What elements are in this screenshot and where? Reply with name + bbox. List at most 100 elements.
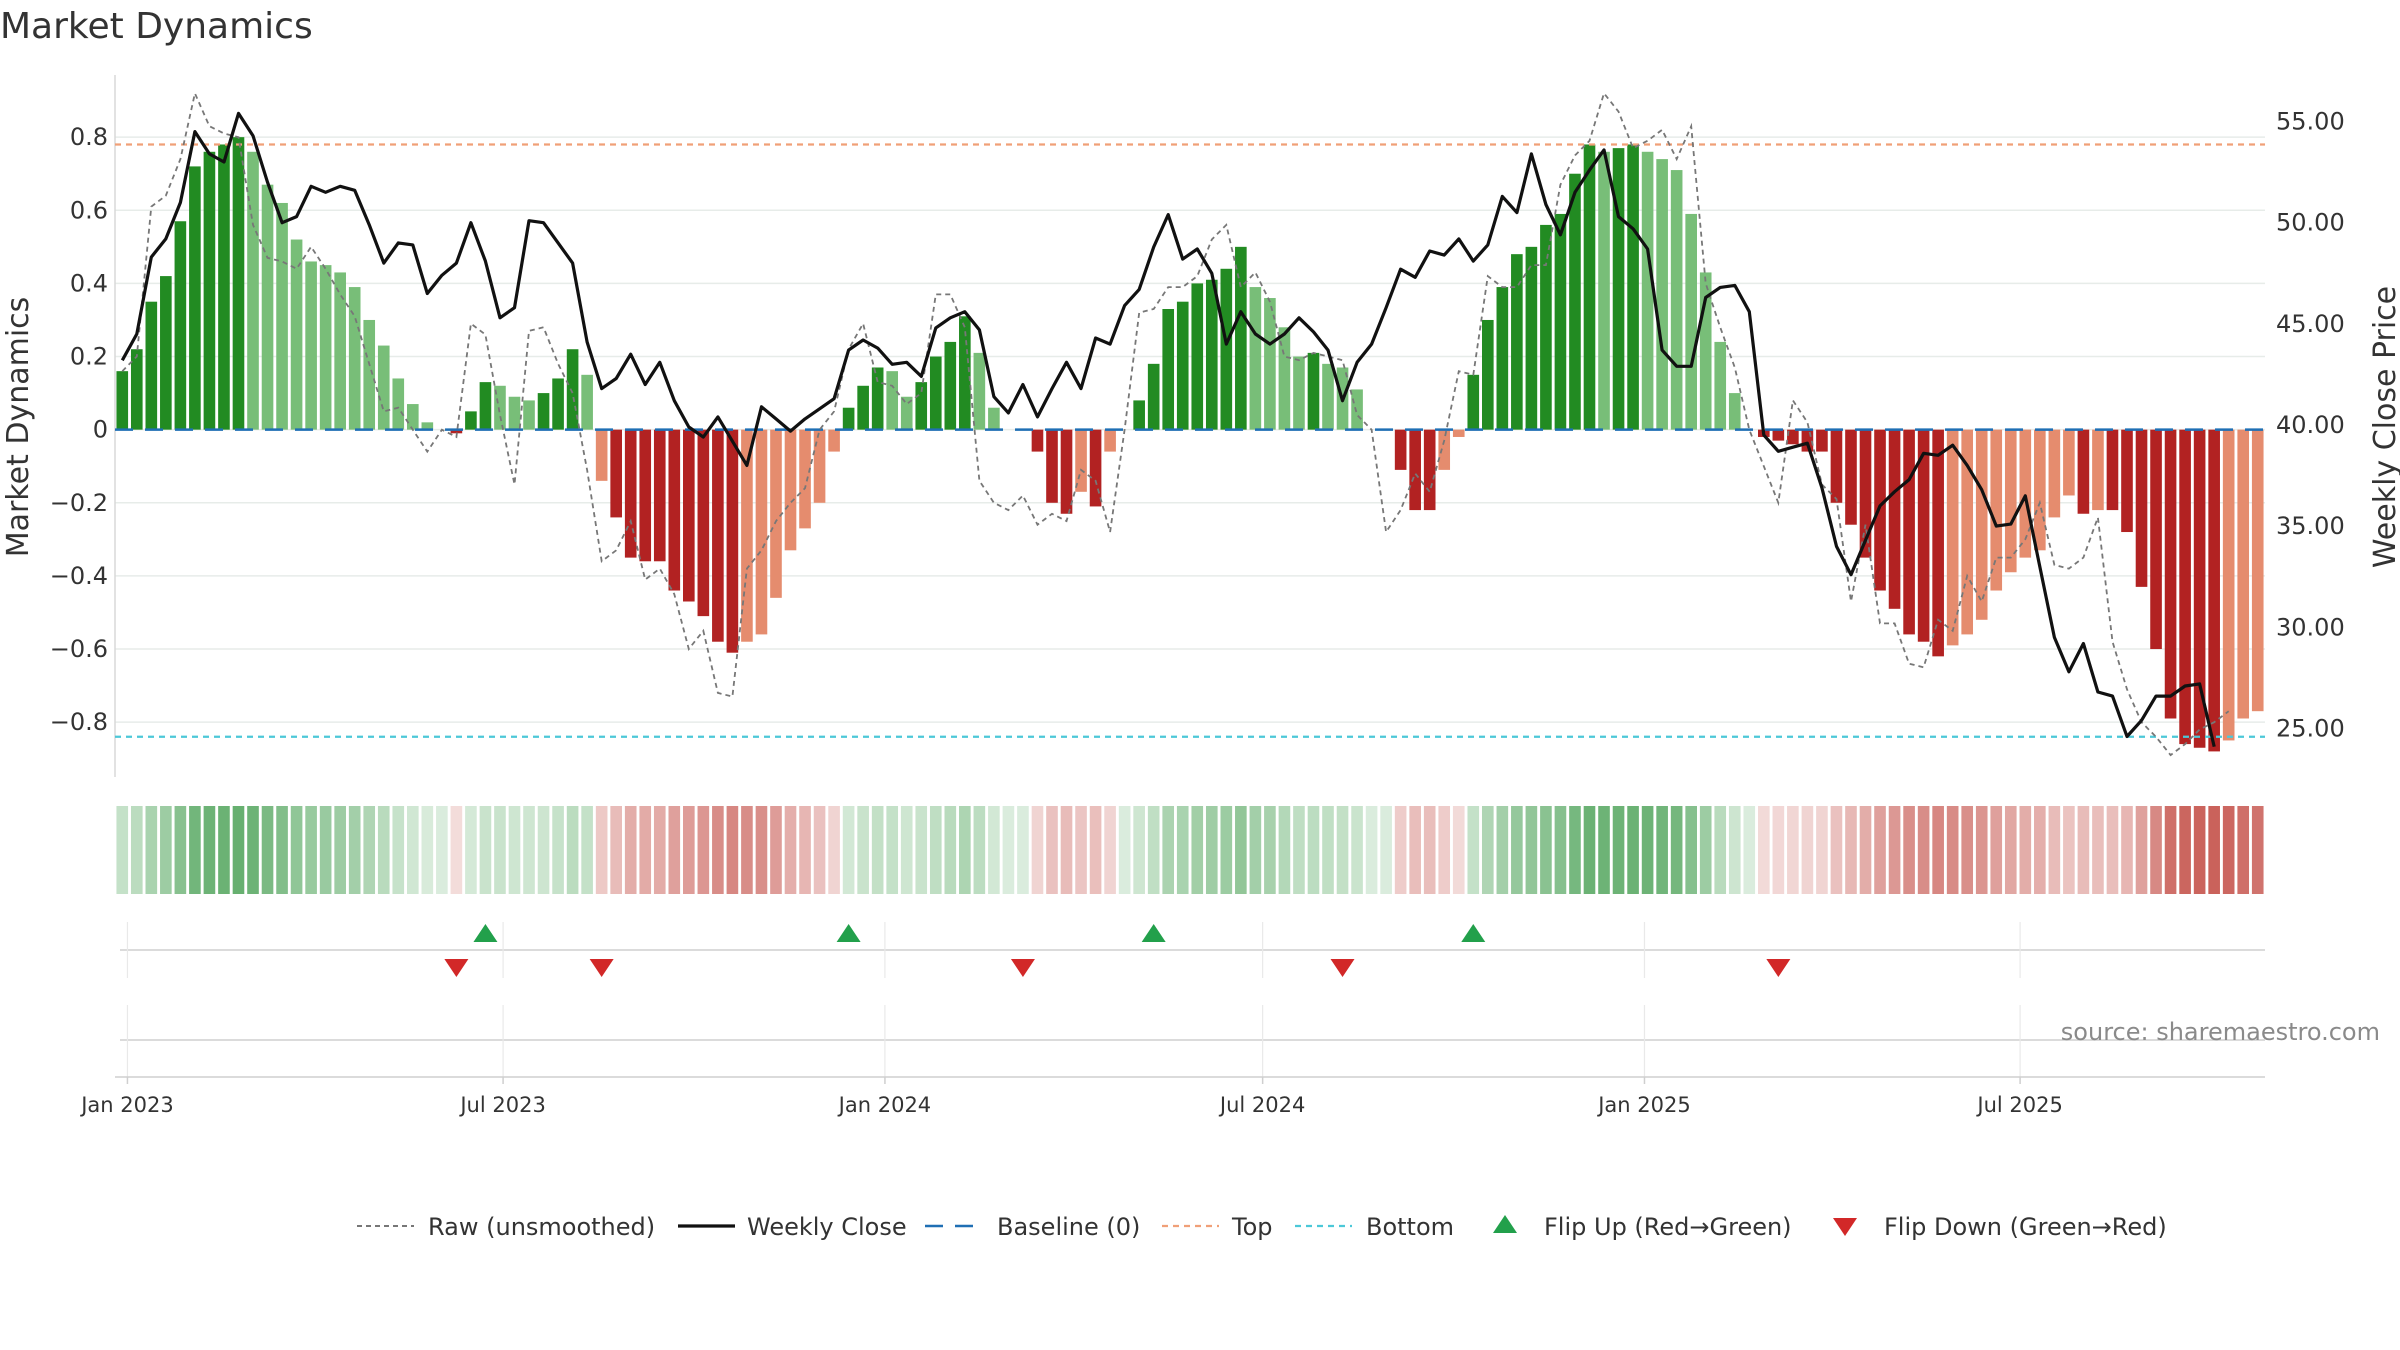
flip-down-marker [589,959,614,977]
dynamics-bar [1075,429,1087,492]
dynamics-bar [1569,173,1581,430]
heat-strip-cell [552,806,564,894]
heat-strip-cell [683,806,695,894]
x-tick-label: Jul 2025 [1975,1093,2062,1117]
dynamics-bar [247,151,259,430]
heat-strip-cell [1583,806,1596,894]
dynamics-bar [2034,429,2046,551]
legend-item-flip-up: Flip Up (Red→Green) [1493,1213,1792,1241]
heat-strip-cell [566,806,579,894]
dynamics-bar [305,261,317,430]
heat-strip-cell [2193,806,2206,894]
heat-strip-cell [1220,806,1233,894]
dynamics-bar [508,396,521,430]
dynamics-bar [537,393,550,430]
heat-strip-cell [1845,806,1857,894]
dynamics-bar [1598,151,1610,430]
dynamics-bar [1554,213,1567,430]
legend-label: Raw (unsmoothed) [428,1213,655,1241]
right-tick-label: 55.00 [2276,108,2345,136]
dynamics-bar [276,202,288,430]
heat-strip-cell [1699,806,1712,894]
dynamics-bar [741,429,753,642]
dynamics-bar [392,378,405,430]
dynamics-bar [1496,287,1509,430]
flip-down-marker [1010,959,1035,977]
dynamics-bar [595,429,608,481]
heat-strip-cell [1322,806,1334,894]
dynamics-bar [523,400,535,430]
heat-strip-cell [842,806,855,894]
dynamics-bar [1932,429,1944,657]
dynamics-bar [581,374,593,430]
chart-title: Market Dynamics [0,6,313,47]
heat-strip-cell [1932,806,1944,894]
dynamics-bar [494,385,506,430]
heat-strip-cell [1946,806,1959,894]
dynamics-bar [1351,389,1363,430]
heat-strip-cell [305,806,317,894]
heat-strip-cell [581,806,593,894]
dynamics-bar [363,319,376,430]
dynamics-bar [1249,287,1262,430]
dynamics-bar [1816,429,1828,452]
legend: Raw (unsmoothed) Weekly Close Baseline (0)… [357,1213,2167,1241]
heat-strip-cell [2106,806,2119,894]
heat-strip-cell [1365,806,1378,894]
heat-strip-cell [130,806,143,894]
dynamics-bar [189,166,201,430]
heat-strip-cell [2048,806,2061,894]
legend-label: Top [1231,1213,1273,1241]
dynamics-bar [1264,298,1276,430]
heat-strip-cell [1598,806,1610,894]
x-tick-label: Jul 2023 [458,1093,545,1117]
x-tick-label: Jan 2023 [79,1093,174,1117]
heat-strip-cell [1758,806,1770,894]
heat-strip-cell [1075,806,1087,894]
dynamics-bar [2106,429,2119,511]
heat-strip-cell [436,806,448,894]
dynamics-bar [813,429,826,503]
right-tick-label: 50.00 [2276,209,2345,237]
legend-swatch-flip-down [1833,1218,1857,1236]
dynamics-bar [683,429,695,602]
heat-strip-cell [1743,806,1756,894]
heat-strip-cell [813,806,826,894]
heat-strip-cell [348,806,361,894]
heat-strip-cell [1467,806,1480,894]
heat-strip-cell [2251,806,2264,894]
flip-up-marker [1461,924,1486,942]
dynamics-bar [2222,429,2235,741]
dynamics-bar [130,349,143,430]
heat-strip-cell [1830,806,1843,894]
heat-strip-cell [2019,806,2032,894]
heat-strip-cell [1002,806,1015,894]
heat-strip-cell [2034,806,2046,894]
dynamics-bar [1903,429,1915,635]
heat-strip-cell [639,806,652,894]
dynamics-bar [2048,429,2061,518]
legend-label: Flip Up (Red→Green) [1544,1213,1792,1241]
grid-lines [114,75,2265,777]
heat-strip-cell [1278,806,1291,894]
heat-strip-cell [2164,806,2177,894]
heat-strip-cell [276,806,288,894]
heat-strip-cell [1627,806,1639,894]
dynamics-bar [1801,429,1814,452]
dynamics-bar [1438,429,1451,470]
dynamics-bar [1162,309,1175,430]
left-y-axis: 0.8 0.6 0.4 0.2 0 −0.2 −0.4 −0.6 −0.8 [50,123,108,736]
heat-strip-cell [1859,806,1872,894]
heat-strip-cell [1307,806,1320,894]
dynamics-bar [1104,429,1116,452]
dynamics-bar [1133,400,1145,430]
heat-strip-cell [1104,806,1116,894]
heat-strip-cell [508,806,521,894]
dynamics-bar [1147,363,1160,430]
left-tick-label: 0.4 [70,269,108,297]
heat-strip-cell [334,806,346,894]
heat-strip-cell [900,806,913,894]
dynamics-bar [203,151,216,430]
right-tick-label: 25.00 [2276,714,2345,742]
heat-strip-cell [799,806,811,894]
